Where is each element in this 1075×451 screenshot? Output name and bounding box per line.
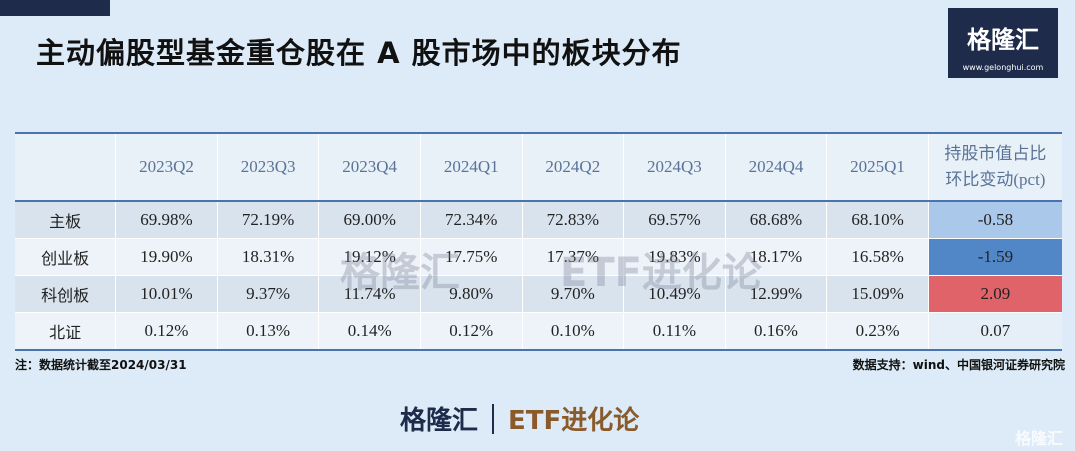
footer-brand: 格隆汇 <box>400 406 479 436</box>
footer-column: ETF进化论 <box>508 406 640 436</box>
row: 北证 0.12% 0.13% 0.14% 0.12% 0.10% 0.11% 0.16% 0.2… <box>15 312 1062 350</box>
change-cell: 2.09 <box>927 275 1062 313</box>
row-label: 科创板 <box>41 286 90 305</box>
cell: 68.68% <box>724 201 827 239</box>
header-row: 2023Q2 2023Q3 2023Q4 2024Q1 2024Q2 2024Q3 2024… <box>15 132 1062 202</box>
cell: 9.80% <box>419 275 523 313</box>
column-header: 2025Q1 <box>826 132 929 202</box>
change-cell: -0.58 <box>927 201 1062 239</box>
cell: 17.37% <box>521 238 624 276</box>
change-header-line: 持股市值占比 <box>944 144 1047 163</box>
cell: 19.83% <box>623 238 726 276</box>
cell: 72.34% <box>419 201 523 239</box>
cell: 19.90% <box>115 238 218 276</box>
cell: 0.16% <box>724 312 827 350</box>
row-label: 创业板 <box>41 249 90 268</box>
change-cell: 0.07 <box>927 312 1062 350</box>
cell: 72.19% <box>216 201 319 239</box>
change-header-line: 环比变动(pct) <box>945 170 1046 189</box>
column-header: 2024Q3 <box>623 132 726 202</box>
cell: 0.12% <box>419 312 523 350</box>
row-label: 北证 <box>49 323 82 342</box>
cell: 0.23% <box>826 312 929 350</box>
cell: 19.12% <box>318 238 421 276</box>
cell: 0.14% <box>318 312 421 350</box>
cell: 9.70% <box>521 275 624 313</box>
cell: 69.98% <box>115 201 218 239</box>
change-cell: -1.59 <box>927 238 1062 276</box>
cell: 69.57% <box>623 201 726 239</box>
cell: 17.75% <box>419 238 523 276</box>
cell: 69.00% <box>318 201 421 239</box>
cell: 11.74% <box>318 275 421 313</box>
change-header: 持股市值占比 环比变动(pct) <box>927 132 1062 202</box>
cell: 16.58% <box>826 238 929 276</box>
watermark: ETF进化论 <box>560 250 762 296</box>
footer: 格隆汇 ETF进化论 <box>400 400 639 437</box>
row: 主板 69.98% 72.19% 69.00% 72.34% 72.83% 69.57% 68… <box>15 201 1062 239</box>
logo: 格隆汇 www.gelonghui.com <box>948 8 1058 78</box>
watermark-corner: 格隆汇 <box>1014 429 1063 448</box>
cell: 68.10% <box>826 201 929 239</box>
cell: 18.31% <box>216 238 319 276</box>
row: 创业板 19.90% 18.31% 19.12% 17.75% 17.37% 19.83% 1… <box>15 238 1062 276</box>
corner-cell <box>15 132 116 202</box>
cell: 9.37% <box>216 275 319 313</box>
row-label: 主板 <box>49 212 82 231</box>
cell: 18.17% <box>724 238 827 276</box>
cell: 0.12% <box>115 312 218 350</box>
column-header: 2023Q3 <box>216 132 319 202</box>
cell: 0.10% <box>521 312 624 350</box>
divider <box>492 403 495 434</box>
watermark: 格隆汇 <box>340 250 460 296</box>
title: 主动偏股型基金重仓股在 A 股市场中的板块分布 <box>36 36 682 70</box>
table: 2023Q2 2023Q3 2023Q4 2024Q1 2024Q2 2024Q3 2024… <box>15 132 1062 351</box>
logo-url: www.gelonghui.com <box>962 63 1044 72</box>
cell: 10.49% <box>623 275 726 313</box>
column-header: 2024Q4 <box>724 132 827 202</box>
cell: 10.01% <box>115 275 218 313</box>
note-right: 数据支持：wind、中国银河证券研究院 <box>852 358 1065 372</box>
cell: 12.99% <box>724 275 827 313</box>
column-header: 2024Q2 <box>521 132 624 202</box>
logo-name: 格隆汇 <box>967 26 1039 54</box>
note-left: 注：数据统计截至2024/03/31 <box>15 358 187 372</box>
cell: 0.11% <box>623 312 726 350</box>
column-header: 2024Q1 <box>419 132 523 202</box>
column-header: 2023Q4 <box>318 132 421 202</box>
row: 科创板 10.01% 9.37% 11.74% 9.80% 9.70% 10.49% 12.9… <box>15 275 1062 313</box>
corner-block <box>0 0 110 16</box>
cell: 15.09% <box>826 275 929 313</box>
cell: 72.83% <box>521 201 624 239</box>
column-header: 2023Q2 <box>115 132 218 202</box>
cell: 0.13% <box>216 312 319 350</box>
